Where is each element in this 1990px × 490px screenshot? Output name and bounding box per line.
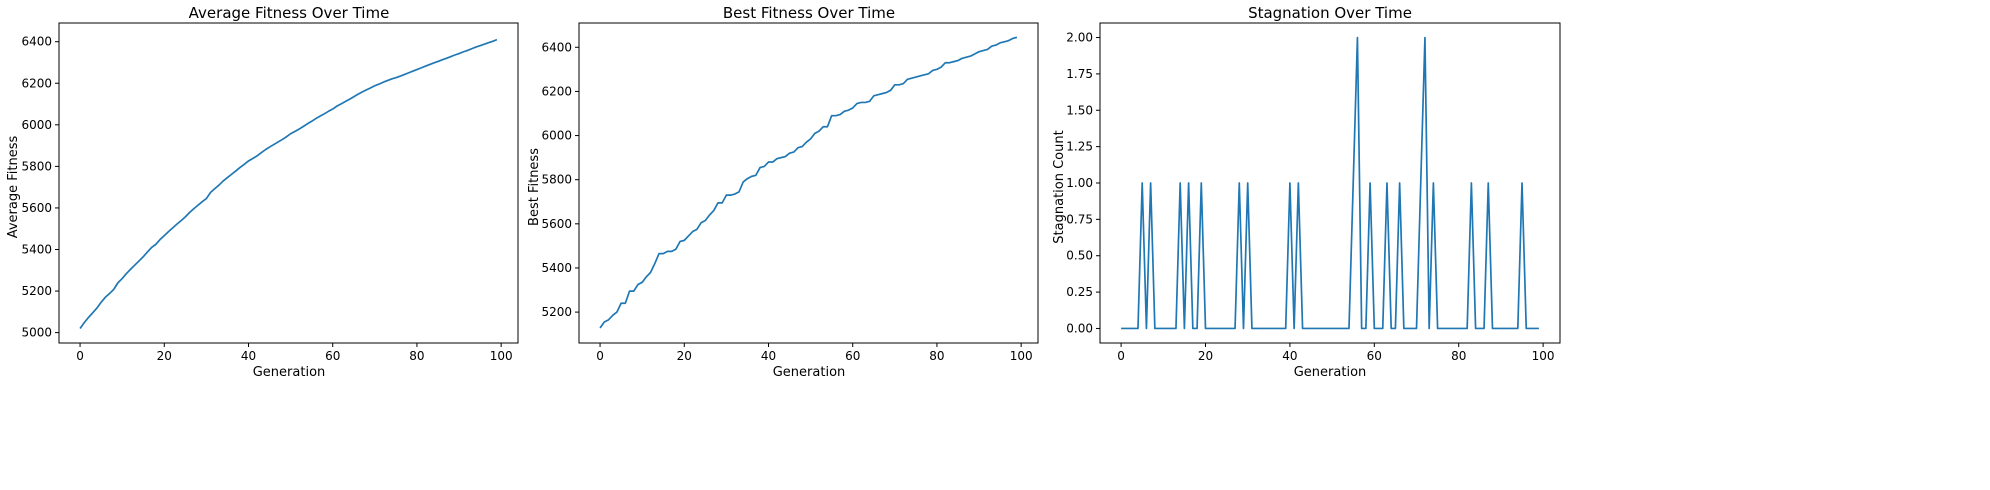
- x-tick-label: 60: [325, 349, 340, 363]
- x-tick-label: 80: [929, 349, 944, 363]
- x-tick-label: 80: [409, 349, 424, 363]
- x-tick-label: 0: [1117, 349, 1125, 363]
- plot-area: 0 20 40 60 80 100 5200 5400 5600 5800 6000 6200 6400: [541, 22, 1039, 363]
- chart-best-fitness: Best Fitness Over Time Generation Best F…: [527, 4, 1039, 380]
- x-tick-label: 80: [1451, 349, 1466, 363]
- x-tick-label: 0: [76, 349, 84, 363]
- y-tick-label: 0.25: [1066, 285, 1093, 299]
- series-line-0: [1121, 36, 1539, 330]
- y-tick-label: 5200: [541, 305, 572, 319]
- x-tick-label: 100: [1010, 349, 1033, 363]
- chart-title: Average Fitness Over Time: [189, 4, 390, 22]
- y-tick-label: 5600: [21, 201, 52, 215]
- chart-average-fitness: Average Fitness Over Time Generation Ave…: [6, 4, 519, 380]
- y-tick-label: 0.50: [1066, 249, 1093, 263]
- plot-area: 0 20 40 60 80 100 0.00 0.25 0.50 0.75 1.00 1.25 1.50…: [1066, 22, 1561, 363]
- x-tick-label: 20: [157, 349, 172, 363]
- chart-title: Stagnation Over Time: [1248, 4, 1412, 22]
- x-tick-label: 100: [1532, 349, 1555, 363]
- x-axis-label: Generation: [253, 365, 326, 380]
- y-tick-label: 0.75: [1066, 212, 1093, 226]
- chart-title: Best Fitness Over Time: [723, 4, 895, 22]
- x-tick-label: 40: [241, 349, 256, 363]
- x-tick-label: 0: [596, 349, 604, 363]
- y-tick-label: 6000: [21, 118, 52, 132]
- y-tick-label: 0.00: [1066, 321, 1093, 335]
- axes-frame: [58, 22, 519, 344]
- y-tick-label: 6400: [21, 35, 52, 49]
- x-axis-label: Generation: [773, 365, 846, 380]
- y-tick-label: 5400: [21, 242, 52, 256]
- y-tick-label: 6200: [541, 84, 572, 98]
- x-tick-label: 60: [1367, 349, 1382, 363]
- y-axis-label: Stagnation Count: [1052, 130, 1067, 243]
- x-tick-label: 100: [490, 349, 513, 363]
- y-tick-label: 5400: [541, 261, 572, 275]
- x-axis-label: Generation: [1294, 365, 1367, 380]
- y-tick-label: 5000: [21, 326, 52, 340]
- x-tick-label: 60: [845, 349, 860, 363]
- y-tick-label: 1.75: [1066, 67, 1093, 81]
- series-line-0: [599, 36, 1018, 329]
- y-tick-label: 1.50: [1066, 103, 1093, 117]
- y-tick-label: 2.00: [1066, 31, 1093, 45]
- y-tick-label: 5200: [21, 284, 52, 298]
- y-tick-label: 5600: [541, 217, 572, 231]
- y-tick-label: 5800: [21, 159, 52, 173]
- y-tick-label: 6400: [541, 40, 572, 54]
- y-axis-label: Average Fitness: [6, 136, 21, 239]
- y-tick-label: 6200: [21, 76, 52, 90]
- y-tick-label: 6000: [541, 129, 572, 143]
- x-tick-label: 40: [1282, 349, 1297, 363]
- series-line-0: [79, 38, 498, 329]
- x-tick-label: 20: [1198, 349, 1213, 363]
- plot-area: 0 20 40 60 80 100 5000 5200 5400 5600 5800 6000 6200…: [21, 22, 519, 363]
- y-tick-label: 1.00: [1066, 176, 1093, 190]
- y-axis-label: Best Fitness: [527, 148, 542, 226]
- axes-frame: [578, 22, 1039, 344]
- chart-stagnation: Stagnation Over Time Generation Stagnati…: [1052, 4, 1561, 380]
- x-tick-label: 20: [677, 349, 692, 363]
- y-tick-label: 5800: [541, 173, 572, 187]
- x-tick-label: 40: [761, 349, 776, 363]
- y-tick-label: 1.25: [1066, 140, 1093, 154]
